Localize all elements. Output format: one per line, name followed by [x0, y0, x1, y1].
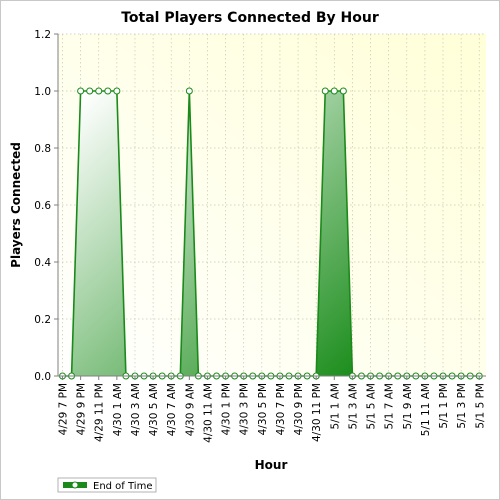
x-tick-label: 4/29 7 PM [58, 383, 70, 435]
data-point [185, 87, 193, 95]
x-tick-label: 4/30 7 AM [166, 383, 178, 436]
data-point [77, 87, 85, 95]
legend: End of Time [57, 477, 157, 493]
x-tick-label: 4/30 9 AM [184, 383, 196, 436]
y-tick-labels: 0.0 0.2 0.4 0.6 0.8 1.0 1.2 [34, 29, 58, 383]
y-tick-label: 0.0 [34, 371, 51, 383]
y-tick-label: 0.6 [34, 200, 51, 212]
data-point [86, 87, 94, 95]
y-tick-label: 1.2 [34, 29, 51, 41]
x-tick-labels: 4/29 7 PM 4/29 9 PM 4/29 11 PM 4/30 1 AM 4/3… [58, 376, 486, 443]
x-tick-label: 4/30 1 AM [112, 383, 124, 436]
x-tick-label: 4/30 7 PM [275, 383, 287, 435]
x-tick-label: 4/29 9 PM [76, 383, 88, 435]
x-tick-label: 5/1 7 AM [384, 383, 396, 430]
x-tick-label: 4/30 11 AM [202, 383, 214, 443]
x-tick-label: 4/30 5 PM [257, 383, 269, 435]
data-point [113, 87, 121, 95]
x-tick-label: 4/30 5 AM [148, 383, 160, 436]
y-tick-label: 0.2 [34, 314, 51, 326]
data-point [95, 87, 103, 95]
y-tick-label: 1.0 [34, 86, 51, 98]
data-point [104, 87, 112, 95]
x-tick-label: 4/30 9 PM [293, 383, 305, 435]
x-tick-label: 5/1 3 PM [456, 383, 468, 429]
data-point [339, 87, 347, 95]
x-tick-label: 5/1 11 AM [420, 383, 432, 436]
chart-title: Total Players Connected By Hour [121, 10, 379, 26]
y-tick-label: 0.4 [34, 257, 51, 269]
x-tick-label: 5/1 5 AM [366, 383, 378, 430]
data-point [330, 87, 338, 95]
x-tick-label: 5/1 1 PM [438, 383, 450, 429]
legend-marker [71, 481, 79, 489]
x-tick-label: 5/1 1 AM [329, 383, 341, 430]
x-tick-label: 5/1 3 AM [347, 383, 359, 430]
x-axis-label: Hour [255, 458, 288, 472]
x-tick-label: 4/30 3 AM [130, 383, 142, 436]
data-point [321, 87, 329, 95]
y-tick-label: 0.8 [34, 143, 51, 155]
x-tick-label: 4/30 1 PM [221, 383, 233, 435]
x-tick-label: 4/29 11 PM [94, 383, 106, 442]
y-axis-label: Players Connected [9, 142, 23, 268]
x-tick-label: 5/1 5 PM [474, 383, 486, 429]
legend-box [57, 477, 157, 493]
x-tick-label: 4/30 11 PM [311, 383, 323, 442]
legend-label: End of Time [93, 481, 152, 492]
x-tick-label: 5/1 9 AM [402, 383, 414, 430]
x-tick-label: 4/30 3 PM [239, 383, 251, 435]
series-area-fill [62, 91, 480, 376]
